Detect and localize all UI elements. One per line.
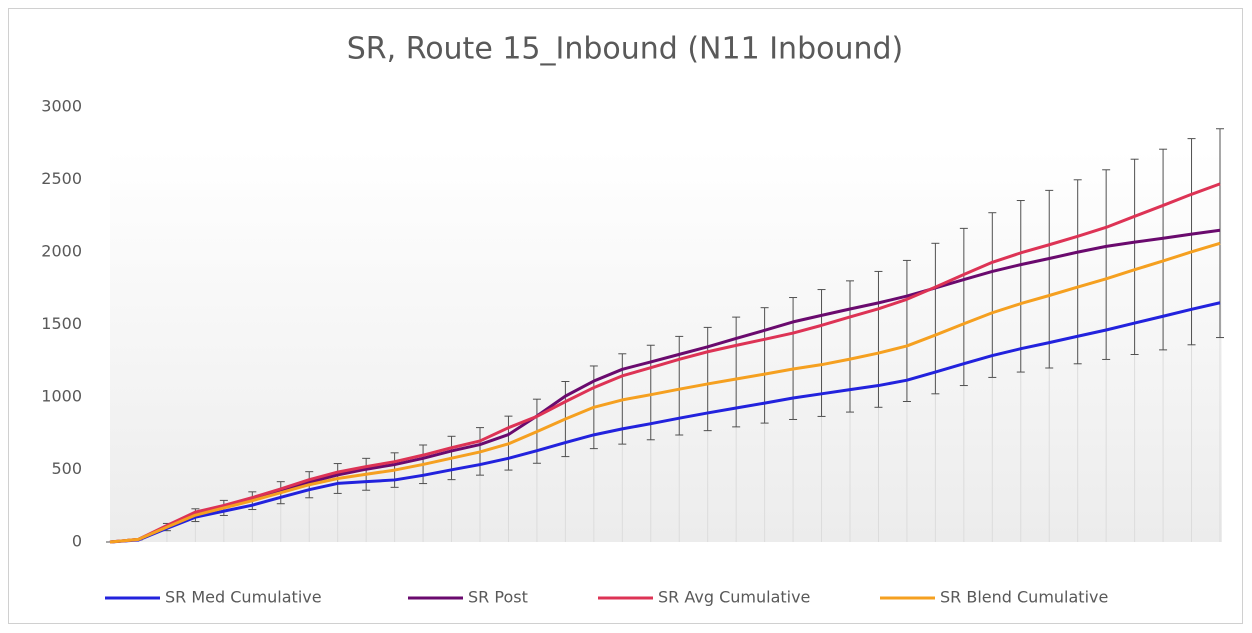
y-tick-label: 500 bbox=[51, 459, 82, 478]
error-bar bbox=[988, 212, 997, 378]
legend-label: SR Post bbox=[468, 588, 528, 607]
error-bar bbox=[959, 227, 968, 387]
legend-label: SR Med Cumulative bbox=[165, 588, 322, 607]
error-bar bbox=[931, 242, 940, 395]
error-bar bbox=[1016, 200, 1025, 373]
error-bar bbox=[902, 259, 911, 402]
y-tick-label: 1000 bbox=[41, 387, 82, 406]
series-line bbox=[109, 228, 1221, 544]
series-line bbox=[109, 182, 1221, 544]
y-tick-label: 2000 bbox=[41, 242, 82, 261]
series-line bbox=[109, 301, 1221, 544]
legend-label: SR Blend Cumulative bbox=[940, 588, 1108, 607]
y-tick-label: 1500 bbox=[41, 314, 82, 333]
error-bar bbox=[1102, 169, 1111, 360]
error-bar bbox=[1073, 179, 1082, 365]
y-tick-label: 0 bbox=[72, 532, 82, 551]
legend-label: SR Avg Cumulative bbox=[658, 588, 810, 607]
chart-title: SR, Route 15_Inbound (N11 Inbound) bbox=[347, 32, 904, 67]
y-tick-label: 2500 bbox=[41, 169, 82, 188]
plot-background bbox=[110, 150, 1222, 542]
series-line bbox=[109, 241, 1221, 544]
error-bar bbox=[1045, 189, 1054, 369]
y-tick-label: 3000 bbox=[41, 97, 82, 116]
